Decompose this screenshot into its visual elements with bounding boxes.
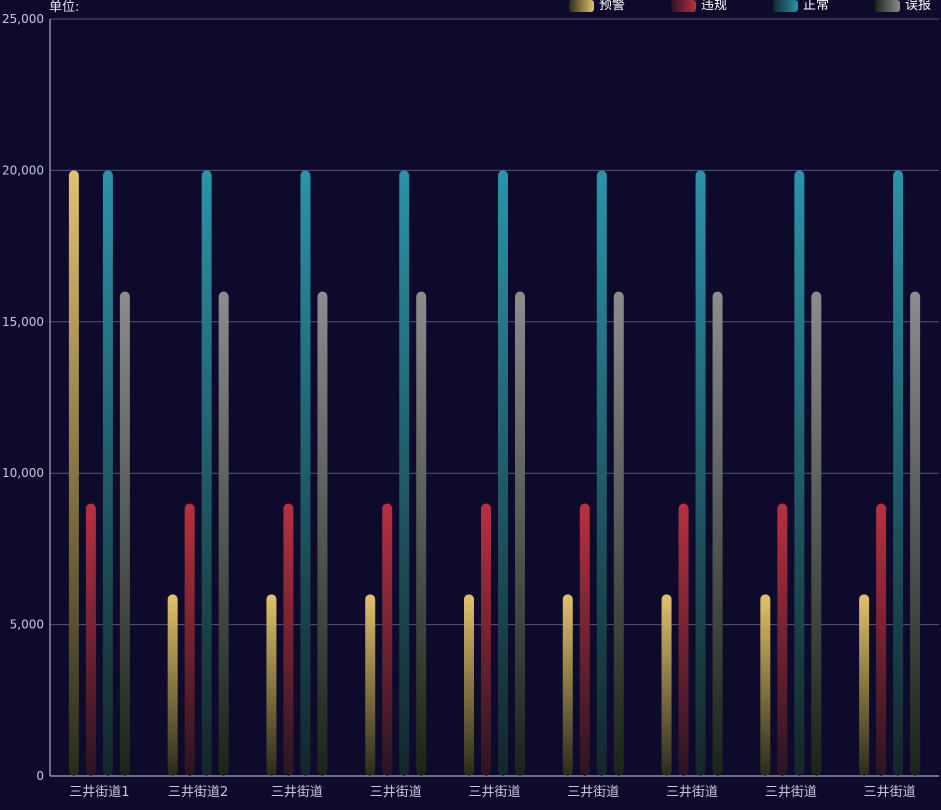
y-tick-label: 0 — [36, 769, 44, 783]
legend-swatch — [671, 0, 696, 12]
bar-预警-3[interactable] — [365, 594, 376, 776]
bar-预警-8[interactable] — [859, 594, 870, 776]
x-tick-label: 三井街道 — [468, 785, 520, 800]
bar-正常-5[interactable] — [596, 170, 607, 776]
bar-误报-2[interactable] — [317, 291, 328, 776]
bar-违规-8[interactable] — [876, 503, 887, 776]
bar-误报-0[interactable] — [119, 291, 130, 776]
y-tick-label: 10,000 — [2, 466, 44, 480]
bar-正常-3[interactable] — [399, 170, 410, 776]
legend-item-预警[interactable]: 预警 — [569, 0, 625, 13]
bar-误报-5[interactable] — [613, 291, 624, 776]
bar-预警-1[interactable] — [167, 594, 178, 776]
legend-swatch — [875, 0, 900, 12]
x-tick-label: 三井街道 — [271, 785, 323, 800]
bar-预警-7[interactable] — [760, 594, 771, 776]
x-tick-label: 三井街道 — [370, 785, 422, 800]
bar-预警-5[interactable] — [562, 594, 573, 776]
x-tick-label: 三井街道1 — [69, 785, 129, 800]
bar-正常-8[interactable] — [893, 170, 904, 776]
bar-layer — [68, 170, 921, 776]
bar-违规-0[interactable] — [85, 503, 96, 776]
bar-违规-2[interactable] — [283, 503, 294, 776]
bar-正常-2[interactable] — [300, 170, 311, 776]
bar-误报-7[interactable] — [811, 291, 822, 776]
bar-违规-6[interactable] — [678, 503, 689, 776]
bar-预警-2[interactable] — [266, 594, 277, 776]
x-tick-label: 三井街道 — [666, 785, 718, 800]
legend-label: 误报 — [905, 0, 931, 13]
bar-误报-3[interactable] — [416, 291, 427, 776]
bar-违规-4[interactable] — [481, 503, 491, 776]
bar-误报-8[interactable] — [910, 291, 921, 776]
bar-正常-0[interactable] — [102, 170, 113, 776]
legend-swatch — [569, 0, 594, 12]
unit-label: 单位: — [49, 0, 79, 15]
legend-label: 预警 — [599, 0, 625, 13]
legend-swatch — [773, 0, 798, 12]
bar-违规-1[interactable] — [184, 503, 195, 776]
x-tick-label: 三井街道 — [567, 785, 619, 800]
bar-预警-0[interactable] — [68, 170, 79, 776]
legend-item-违规[interactable]: 违规 — [671, 0, 727, 13]
y-tick-label: 5,000 — [10, 618, 44, 632]
bar-误报-6[interactable] — [712, 291, 723, 776]
y-tick-label: 15,000 — [2, 315, 44, 329]
grid-layer — [50, 18, 939, 626]
axis-layer — [49, 19, 939, 777]
x-tick-label: 三井街道 — [864, 785, 916, 800]
bar-正常-1[interactable] — [201, 170, 212, 776]
legend-item-误报[interactable]: 误报 — [875, 0, 931, 13]
label-layer: 0 5,000 10,000 15,000 20,000 25,000 单位: 三井街道1 三井… — [2, 0, 916, 800]
bar-预警-6[interactable] — [661, 594, 672, 776]
bar-违规-3[interactable] — [382, 503, 393, 776]
bar-误报-1[interactable] — [218, 291, 229, 776]
bar-误报-4[interactable] — [515, 291, 525, 776]
legend-label: 违规 — [701, 0, 727, 13]
legend[interactable]: 预警 违规 正常 误报 — [569, 0, 931, 13]
y-tick-label: 25,000 — [2, 12, 44, 26]
x-tick-label: 三井街道 — [765, 785, 817, 800]
x-tick-label: 三井街道2 — [168, 785, 228, 800]
bar-违规-5[interactable] — [579, 503, 590, 776]
bar-正常-7[interactable] — [794, 170, 805, 776]
bar-正常-6[interactable] — [695, 170, 706, 776]
bar-正常-4[interactable] — [498, 170, 508, 776]
y-tick-label: 20,000 — [2, 163, 44, 177]
legend-item-正常[interactable]: 正常 — [773, 0, 829, 13]
bar-预警-4[interactable] — [464, 594, 474, 776]
legend-label: 正常 — [803, 0, 829, 13]
bar-违规-7[interactable] — [777, 503, 788, 776]
